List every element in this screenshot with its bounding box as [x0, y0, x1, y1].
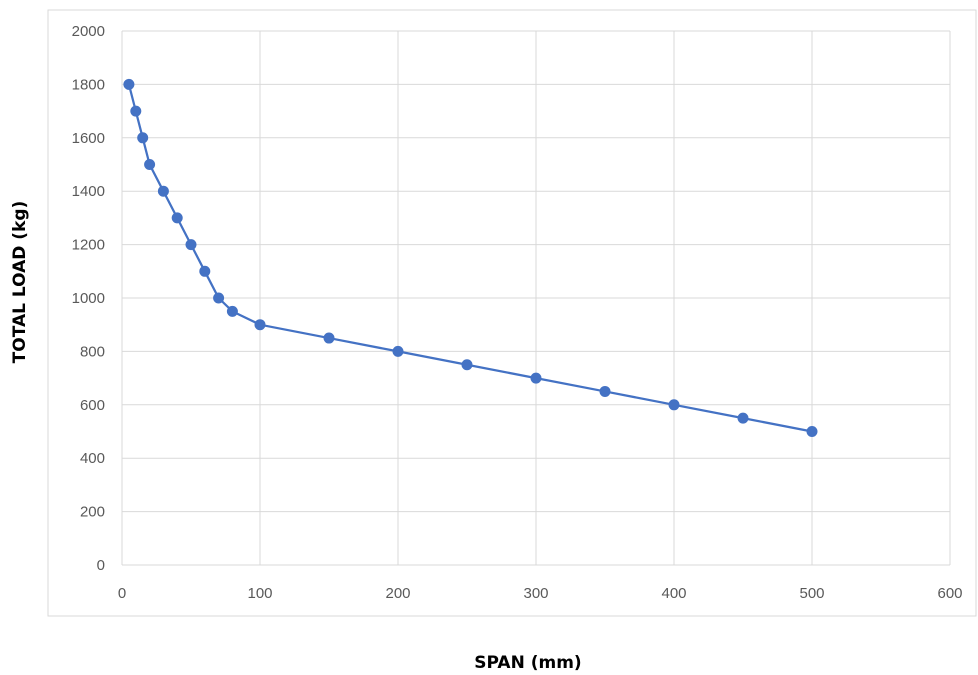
- series-group: [123, 78, 818, 437]
- data-point: [199, 265, 211, 277]
- data-point: [254, 319, 266, 331]
- data-point: [530, 372, 542, 384]
- x-tick-label: 600: [937, 585, 962, 602]
- data-point: [737, 412, 749, 424]
- x-tick-label: 500: [799, 585, 824, 602]
- x-tick-label: 400: [661, 585, 686, 602]
- x-tick-label: 200: [385, 585, 410, 602]
- y-axis-ticks: 0 200 400 600 800 1000 1200 1400 1600 1800 2000: [72, 23, 105, 574]
- y-tick-label: 400: [80, 450, 105, 467]
- data-point: [157, 185, 169, 197]
- y-tick-label: 1200: [72, 237, 105, 254]
- chart-frame: [47, 9, 977, 617]
- data-point: [213, 292, 225, 304]
- data-point: [137, 132, 149, 144]
- y-tick-label: 0: [97, 557, 105, 574]
- y-tick-label: 1400: [72, 183, 105, 200]
- y-tick-label: 800: [80, 343, 105, 360]
- x-tick-label: 0: [118, 585, 126, 602]
- data-point: [185, 239, 197, 251]
- y-tick-label: 2000: [72, 23, 105, 40]
- data-point: [226, 305, 238, 317]
- data-point: [123, 78, 135, 90]
- x-axis-ticks: 0 100 200 300 400 500 600: [118, 585, 963, 602]
- data-point: [171, 212, 183, 224]
- y-tick-label: 200: [80, 504, 105, 521]
- y-tick-label: 1600: [72, 130, 105, 147]
- x-tick-label: 300: [523, 585, 548, 602]
- data-point: [392, 345, 404, 357]
- x-axis-title: SPAN (mm): [474, 653, 581, 673]
- data-point: [806, 426, 818, 437]
- y-tick-label: 600: [80, 397, 105, 414]
- data-point: [144, 159, 156, 170]
- data-point: [668, 399, 680, 411]
- x-tick-label: 100: [247, 585, 272, 602]
- data-point: [130, 105, 142, 117]
- data-point: [323, 332, 335, 344]
- gridlines: [121, 30, 951, 566]
- data-point: [599, 385, 611, 397]
- y-tick-label: 1800: [72, 76, 105, 93]
- data-point: [461, 359, 473, 371]
- y-axis-title: TOTAL LOAD (kg): [10, 201, 30, 364]
- y-tick-label: 1000: [72, 290, 105, 307]
